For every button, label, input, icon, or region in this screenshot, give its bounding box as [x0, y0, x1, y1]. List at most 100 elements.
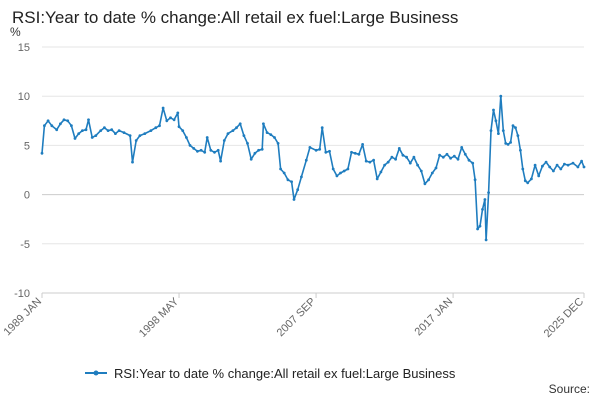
data-point-0-43[interactable] — [203, 150, 207, 154]
data-point-0-66[interactable] — [282, 171, 286, 175]
data-point-0-78[interactable] — [328, 149, 331, 153]
data-point-0-12[interactable] — [84, 128, 88, 132]
data-point-0-128[interactable] — [497, 132, 500, 136]
data-point-0-111[interactable] — [449, 156, 452, 160]
data-point-0-45[interactable] — [209, 148, 213, 152]
data-point-0-113[interactable] — [456, 157, 460, 161]
data-point-0-114[interactable] — [460, 146, 464, 149]
data-point-0-75[interactable] — [318, 147, 322, 151]
data-point-0-125[interactable] — [489, 129, 493, 133]
data-point-0-27[interactable] — [143, 132, 147, 136]
data-point-0-95[interactable] — [390, 155, 394, 159]
data-point-0-56[interactable] — [249, 157, 253, 161]
data-point-0-22[interactable] — [122, 131, 126, 135]
data-point-0-124[interactable] — [487, 191, 490, 195]
data-point-0-35[interactable] — [176, 111, 180, 115]
data-point-0-52[interactable] — [235, 126, 238, 130]
data-point-0-42[interactable] — [199, 148, 203, 152]
data-point-0-32[interactable] — [165, 119, 169, 123]
data-point-0-6[interactable] — [62, 118, 66, 122]
data-point-0-65[interactable] — [279, 167, 282, 171]
data-point-0-106[interactable] — [430, 171, 434, 175]
data-point-0-55[interactable] — [246, 142, 249, 145]
data-point-0-25[interactable] — [134, 139, 138, 142]
data-point-0-132[interactable] — [506, 143, 510, 146]
data-point-0-99[interactable] — [405, 155, 408, 159]
data-point-0-21[interactable] — [117, 129, 121, 133]
data-point-0-54[interactable] — [242, 134, 246, 138]
data-point-0-0[interactable] — [40, 151, 44, 155]
data-point-0-4[interactable] — [55, 128, 59, 132]
data-point-0-144[interactable] — [541, 164, 544, 168]
data-point-0-116[interactable] — [467, 158, 471, 162]
data-point-0-105[interactable] — [427, 178, 430, 182]
data-point-0-19[interactable] — [110, 128, 114, 132]
data-point-0-130[interactable] — [501, 129, 505, 133]
data-point-0-92[interactable] — [379, 170, 383, 174]
data-point-0-100[interactable] — [408, 161, 412, 165]
data-point-0-33[interactable] — [169, 116, 172, 120]
data-point-0-51[interactable] — [231, 129, 235, 133]
data-point-0-49[interactable] — [222, 139, 226, 142]
data-point-0-81[interactable] — [339, 171, 342, 175]
data-point-0-17[interactable] — [103, 126, 106, 130]
data-point-0-23[interactable] — [128, 134, 132, 138]
data-point-0-20[interactable] — [114, 132, 117, 136]
data-point-0-85[interactable] — [353, 151, 357, 155]
legend[interactable]: RSI:Year to date % change:All retail ex … — [84, 364, 455, 382]
data-point-0-145[interactable] — [544, 160, 548, 164]
data-point-0-137[interactable] — [519, 148, 522, 152]
data-point-0-150[interactable] — [563, 162, 566, 166]
data-point-0-135[interactable] — [514, 126, 517, 130]
data-point-0-48[interactable] — [219, 159, 223, 163]
data-point-0-70[interactable] — [296, 188, 300, 192]
data-point-0-8[interactable] — [70, 124, 73, 128]
data-point-0-83[interactable] — [346, 167, 350, 171]
data-point-0-57[interactable] — [253, 151, 257, 155]
data-point-0-47[interactable] — [216, 148, 220, 152]
data-point-0-136[interactable] — [516, 134, 520, 138]
data-point-0-1[interactable] — [43, 124, 46, 128]
data-point-0-90[interactable] — [372, 158, 375, 162]
data-point-0-88[interactable] — [364, 159, 368, 163]
data-point-0-126[interactable] — [492, 108, 495, 112]
data-point-0-97[interactable] — [397, 147, 401, 150]
data-point-0-9[interactable] — [73, 137, 77, 140]
data-point-0-79[interactable] — [331, 167, 335, 171]
data-point-0-29[interactable] — [154, 126, 158, 130]
data-point-0-31[interactable] — [161, 106, 165, 110]
data-point-0-127[interactable] — [494, 119, 498, 123]
data-point-0-24[interactable] — [131, 160, 134, 164]
data-point-0-69[interactable] — [292, 198, 296, 201]
data-point-0-59[interactable] — [260, 147, 264, 151]
data-point-0-153[interactable] — [576, 165, 580, 169]
data-point-0-134[interactable] — [511, 124, 515, 128]
data-point-0-155[interactable] — [582, 165, 586, 169]
data-point-0-138[interactable] — [521, 167, 525, 171]
data-point-0-58[interactable] — [257, 148, 260, 152]
data-point-0-121[interactable] — [481, 208, 484, 211]
data-point-0-67[interactable] — [286, 178, 290, 182]
data-point-0-147[interactable] — [552, 169, 555, 173]
data-point-0-84[interactable] — [350, 150, 353, 154]
data-point-0-143[interactable] — [537, 174, 541, 178]
data-point-0-62[interactable] — [269, 133, 273, 137]
data-point-0-101[interactable] — [412, 155, 416, 159]
data-point-0-141[interactable] — [530, 177, 533, 181]
data-point-0-94[interactable] — [386, 160, 390, 164]
data-point-0-96[interactable] — [394, 157, 397, 161]
data-point-0-77[interactable] — [324, 150, 328, 154]
data-point-0-146[interactable] — [548, 165, 552, 169]
data-point-0-152[interactable] — [571, 161, 575, 165]
data-point-0-53[interactable] — [238, 122, 242, 126]
data-point-0-7[interactable] — [66, 119, 70, 123]
data-point-0-120[interactable] — [478, 224, 482, 228]
data-point-0-15[interactable] — [94, 134, 98, 138]
data-point-0-60[interactable] — [262, 122, 265, 126]
data-point-0-129[interactable] — [499, 94, 503, 98]
data-point-0-108[interactable] — [438, 153, 441, 157]
data-point-0-13[interactable] — [87, 118, 90, 122]
data-point-0-142[interactable] — [533, 163, 537, 167]
data-point-0-74[interactable] — [314, 148, 318, 152]
data-point-0-122[interactable] — [483, 198, 487, 201]
